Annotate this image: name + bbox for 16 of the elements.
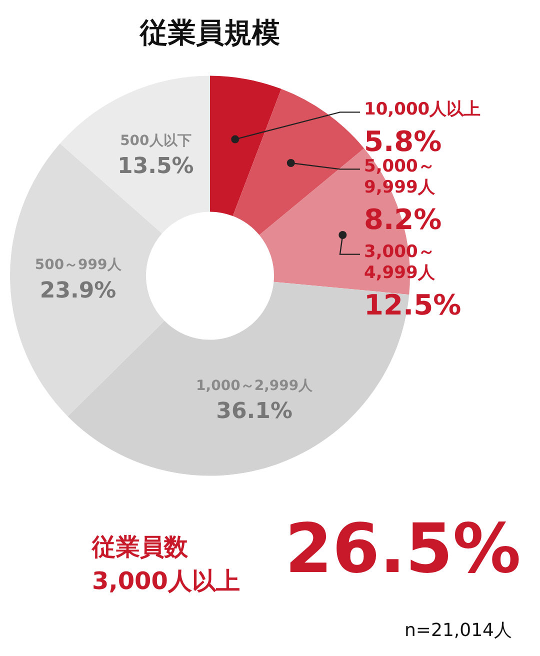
slice-label: 500～999人	[34, 257, 122, 274]
data-label: 8.2%	[364, 203, 442, 236]
text: n=21,014人	[404, 619, 512, 642]
data-label: 13.5%	[118, 154, 194, 180]
slice-label: 10,000人以上	[364, 100, 481, 120]
text: 26.5%	[285, 510, 521, 589]
text: 従業員数	[92, 532, 189, 563]
slice-label: 1,000～2,999人	[196, 378, 314, 394]
slice-label: 5,000～9,999人	[364, 156, 436, 198]
text: 3,000人以上	[92, 566, 240, 597]
data-label: 36.1%	[216, 398, 292, 424]
chart-title: 従業員規模	[139, 16, 280, 50]
data-label: 5.8%	[364, 125, 442, 158]
data-label: 23.9%	[40, 278, 116, 304]
data-label: 12.5%	[364, 288, 462, 322]
slice-label: 500人以下	[120, 133, 192, 150]
